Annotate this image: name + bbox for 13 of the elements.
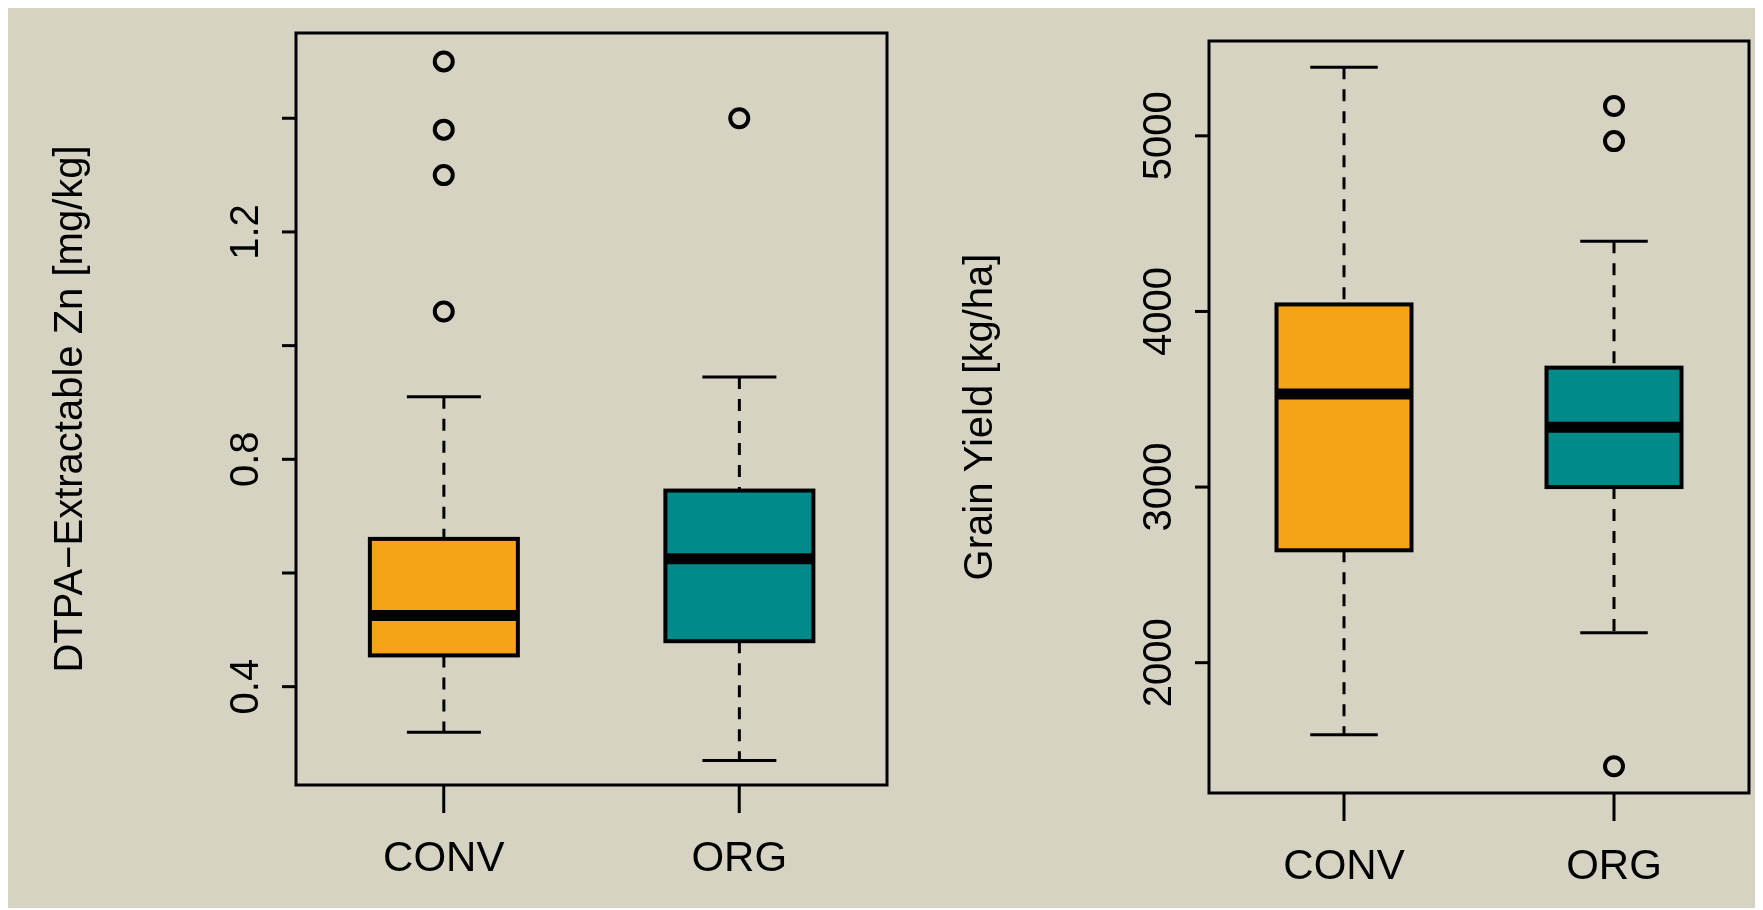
x-tick-label: ORG bbox=[1566, 840, 1662, 888]
y-tick-label: 3000 bbox=[1135, 442, 1179, 532]
y-axis-title: DTPA−Extractable Zn [mg/kg] bbox=[46, 145, 91, 673]
x-tick-label: CONV bbox=[1283, 840, 1405, 888]
y-tick-label: 4000 bbox=[1135, 266, 1179, 356]
y-tick-label: 0.8 bbox=[222, 431, 266, 488]
x-tick-label: CONV bbox=[383, 832, 505, 880]
y-tick-label: 0.4 bbox=[222, 658, 266, 715]
y-tick-label: 2000 bbox=[1135, 618, 1179, 708]
y-axis-title: Grain Yield [kg/ha] bbox=[956, 253, 1001, 581]
y-tick-label: 5000 bbox=[1135, 91, 1179, 181]
y-tick-label: 1.2 bbox=[222, 204, 266, 260]
x-tick-label: ORG bbox=[691, 832, 788, 880]
